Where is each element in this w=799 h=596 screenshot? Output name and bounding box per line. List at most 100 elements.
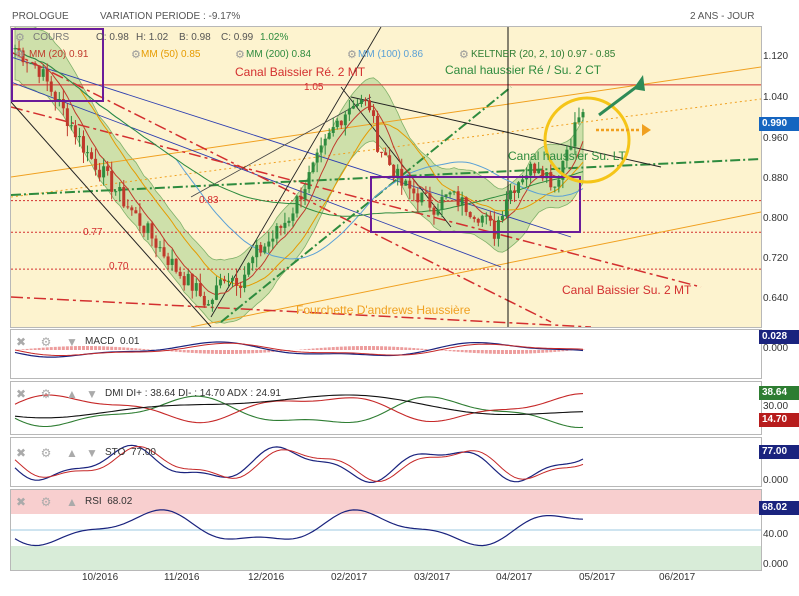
candle-body — [508, 190, 512, 200]
candle-body — [533, 163, 537, 174]
candle-body — [98, 169, 102, 178]
x-tick: 03/2017 — [414, 572, 451, 583]
macd-histogram-bar — [53, 346, 57, 350]
last-price-badge: 0.990 — [759, 117, 799, 131]
gear-icon-keltner[interactable]: ⚙ — [459, 49, 469, 61]
trend-line — [11, 106, 702, 288]
arrow-down-icon[interactable]: ▼ — [86, 446, 98, 460]
gear-icon[interactable]: ⚙ — [40, 335, 52, 349]
candle-body — [440, 196, 444, 210]
arrow-down-icon[interactable]: ▼ — [86, 387, 98, 401]
macd-histogram-bar — [537, 350, 541, 354]
candle-body — [351, 105, 355, 109]
candle-body — [472, 217, 476, 219]
dotted-arrow-head — [642, 124, 651, 136]
sto-badge: 77.00 — [759, 445, 799, 459]
label-fourchette: Fourchette D'andrews Haussière — [296, 303, 471, 317]
candle-body — [513, 190, 517, 193]
candle-body — [444, 194, 448, 197]
macd-histogram-bar — [311, 348, 315, 350]
x-tick: 05/2017 — [579, 572, 616, 583]
candle-body — [529, 163, 533, 176]
gear-icon[interactable]: ⚙ — [40, 387, 52, 401]
period-selector[interactable]: 2 ANS - JOUR — [690, 11, 755, 22]
macd-histogram-bar — [529, 350, 533, 354]
candle-body — [243, 274, 247, 288]
candle-body — [53, 91, 57, 102]
macd-histogram-bar — [142, 348, 146, 350]
macd-histogram-bar — [541, 350, 545, 353]
candle-body — [29, 63, 33, 65]
candle-body — [130, 207, 134, 211]
macd-histogram-bar — [243, 350, 247, 354]
candle-body — [77, 136, 81, 138]
candle-body — [110, 170, 114, 192]
macd-histogram-bar — [138, 348, 142, 350]
gear-icon[interactable]: ⚙ — [40, 446, 52, 460]
candle-body — [561, 160, 565, 180]
candle-body — [424, 192, 428, 194]
macd-histogram-bar — [210, 350, 214, 354]
close-icon[interactable]: ✖ — [15, 335, 27, 349]
gear-icon[interactable]: ⚙ — [40, 495, 52, 509]
candle-body — [45, 69, 49, 82]
rsi-panel[interactable]: ✖ ⚙ ▲ RSI 68.02 — [10, 489, 762, 571]
candle-body — [267, 241, 271, 247]
price-panel[interactable]: ⚙ COURS O: 0.98 H: 1.02 B: 0.98 C: 0.99 … — [10, 26, 762, 328]
dmi-panel[interactable]: ✖ ⚙ ▲ ▼ DMI DI+ : 38.64 DI- : 14.70 ADX … — [10, 381, 762, 435]
macd-histogram-bar — [134, 348, 138, 350]
macd-histogram-bar — [404, 347, 408, 350]
macd-histogram-bar — [513, 350, 517, 354]
x-tick: 04/2017 — [496, 572, 533, 583]
candle-body — [25, 62, 29, 64]
macd-histogram-bar — [77, 346, 81, 350]
gear-icon[interactable]: ⚙ — [15, 32, 25, 44]
candle-body — [255, 244, 259, 258]
candle-body — [198, 283, 202, 296]
gear-icon-mm100[interactable]: ⚙ — [347, 49, 357, 61]
level-label-105: 1.05 — [304, 82, 324, 93]
label-canal-haussier-su-lt: Canal haussier Su. LT — [508, 149, 626, 163]
candle-body — [73, 125, 77, 138]
candle-body — [86, 152, 90, 154]
rsi-title: RSI 68.02 — [85, 496, 133, 507]
candle-body — [541, 170, 545, 179]
dmi-plus-badge: 38.64 — [759, 386, 799, 400]
y-tick-7: 0.640 — [763, 293, 789, 304]
close-icon[interactable]: ✖ — [15, 495, 27, 509]
macd-histogram-bar — [247, 350, 251, 354]
legend-keltner: KELTNER (20, 2, 10) 0.97 - 0.85 — [471, 49, 616, 60]
macd-histogram-bar — [476, 350, 480, 354]
candle-body — [315, 152, 319, 163]
sto-panel[interactable]: ✖ ⚙ ▲ ▼ STO 77.00 — [10, 437, 762, 487]
arrow-up-icon[interactable]: ▲ — [66, 446, 78, 460]
macd-histogram-bar — [182, 350, 186, 353]
close-icon[interactable]: ✖ — [15, 446, 27, 460]
macd-histogram-bar — [194, 350, 198, 354]
macd-panel[interactable]: ✖ ⚙ ▼ MACD 0.01 — [10, 329, 762, 379]
macd-histogram-bar — [565, 350, 569, 351]
chart-header: PROLOGUE VARIATION PERIODE : -9.17% 2 AN… — [0, 0, 799, 28]
candle-body — [271, 238, 275, 242]
dmi-title: DMI DI+ : 38.64 DI- : 14.70 ADX : 24.91 — [105, 388, 281, 399]
trend-line — [11, 56, 572, 238]
level-label-070: 0.70 — [109, 261, 129, 272]
dmi-minus-badge: 14.70 — [759, 413, 799, 427]
arrow-down-icon[interactable]: ▼ — [66, 335, 78, 349]
candle-body — [456, 191, 460, 206]
macd-histogram-bar — [198, 350, 202, 354]
gear-icon-mm200[interactable]: ⚙ — [235, 49, 245, 61]
arrow-up-icon[interactable]: ▲ — [66, 495, 78, 509]
macd-histogram-bar — [106, 346, 110, 350]
candle-body — [283, 222, 287, 228]
candle-body — [178, 271, 182, 277]
candle-body — [521, 179, 525, 183]
macd-histogram-bar — [545, 350, 549, 353]
gear-icon-mm20[interactable]: ⚙ — [15, 49, 25, 61]
arrow-up-icon[interactable]: ▲ — [66, 387, 78, 401]
close-icon[interactable]: ✖ — [15, 387, 27, 401]
legend-high: H: 1.02 — [136, 32, 169, 43]
mm50-line — [14, 47, 584, 287]
candle-body — [484, 215, 488, 217]
gear-icon-mm50[interactable]: ⚙ — [131, 49, 141, 61]
